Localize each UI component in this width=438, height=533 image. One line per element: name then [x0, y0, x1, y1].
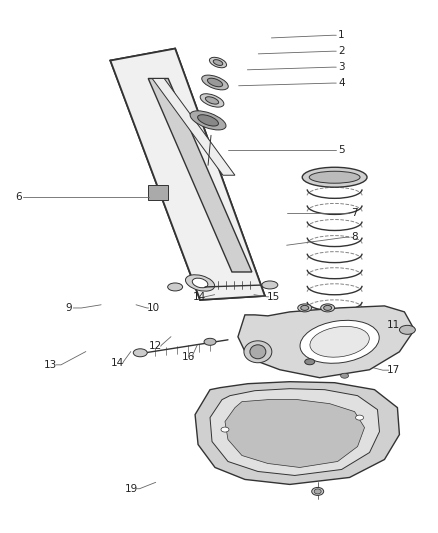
- Ellipse shape: [309, 171, 360, 183]
- Ellipse shape: [244, 341, 272, 363]
- Polygon shape: [110, 49, 265, 300]
- Ellipse shape: [200, 94, 224, 107]
- Text: 12: 12: [149, 341, 162, 351]
- Text: 17: 17: [387, 365, 400, 375]
- Ellipse shape: [321, 304, 335, 312]
- Text: 9: 9: [65, 303, 72, 313]
- Polygon shape: [148, 185, 168, 200]
- Ellipse shape: [202, 75, 228, 90]
- Ellipse shape: [310, 326, 369, 357]
- Polygon shape: [152, 78, 235, 175]
- Text: 16: 16: [182, 352, 195, 362]
- Text: 14: 14: [193, 292, 206, 302]
- Ellipse shape: [213, 60, 223, 66]
- Text: 5: 5: [338, 144, 345, 155]
- Ellipse shape: [198, 115, 219, 126]
- Ellipse shape: [205, 97, 219, 104]
- Ellipse shape: [300, 320, 379, 364]
- Ellipse shape: [301, 305, 309, 310]
- Text: 11: 11: [387, 320, 400, 330]
- Text: 15: 15: [267, 292, 280, 302]
- Ellipse shape: [298, 304, 312, 312]
- Text: 4: 4: [338, 78, 345, 88]
- Ellipse shape: [185, 274, 215, 291]
- Polygon shape: [195, 382, 399, 484]
- Text: 18: 18: [339, 418, 352, 429]
- Ellipse shape: [192, 278, 208, 288]
- Ellipse shape: [133, 349, 147, 357]
- Ellipse shape: [190, 111, 226, 130]
- Text: 2: 2: [338, 46, 345, 56]
- Ellipse shape: [324, 305, 332, 310]
- Ellipse shape: [262, 281, 278, 289]
- Ellipse shape: [341, 373, 349, 378]
- Ellipse shape: [221, 427, 229, 432]
- Ellipse shape: [314, 489, 321, 494]
- Polygon shape: [148, 78, 252, 272]
- Polygon shape: [238, 306, 414, 378]
- Ellipse shape: [312, 487, 324, 495]
- Polygon shape: [225, 400, 364, 467]
- Text: 19: 19: [125, 484, 138, 494]
- Ellipse shape: [204, 338, 216, 345]
- Polygon shape: [210, 389, 379, 475]
- Ellipse shape: [305, 359, 314, 365]
- Text: 1: 1: [338, 30, 345, 41]
- Text: 14: 14: [111, 358, 124, 368]
- Ellipse shape: [208, 78, 223, 87]
- Ellipse shape: [209, 58, 226, 68]
- Text: 3: 3: [338, 62, 345, 72]
- Ellipse shape: [356, 415, 364, 420]
- Text: 8: 8: [351, 232, 358, 243]
- Text: 13: 13: [44, 360, 57, 370]
- Text: 7: 7: [351, 208, 358, 219]
- Ellipse shape: [302, 167, 367, 187]
- Text: 6: 6: [15, 192, 21, 203]
- Ellipse shape: [250, 345, 266, 359]
- Text: 10: 10: [147, 303, 160, 313]
- Ellipse shape: [168, 283, 183, 291]
- Ellipse shape: [399, 325, 415, 334]
